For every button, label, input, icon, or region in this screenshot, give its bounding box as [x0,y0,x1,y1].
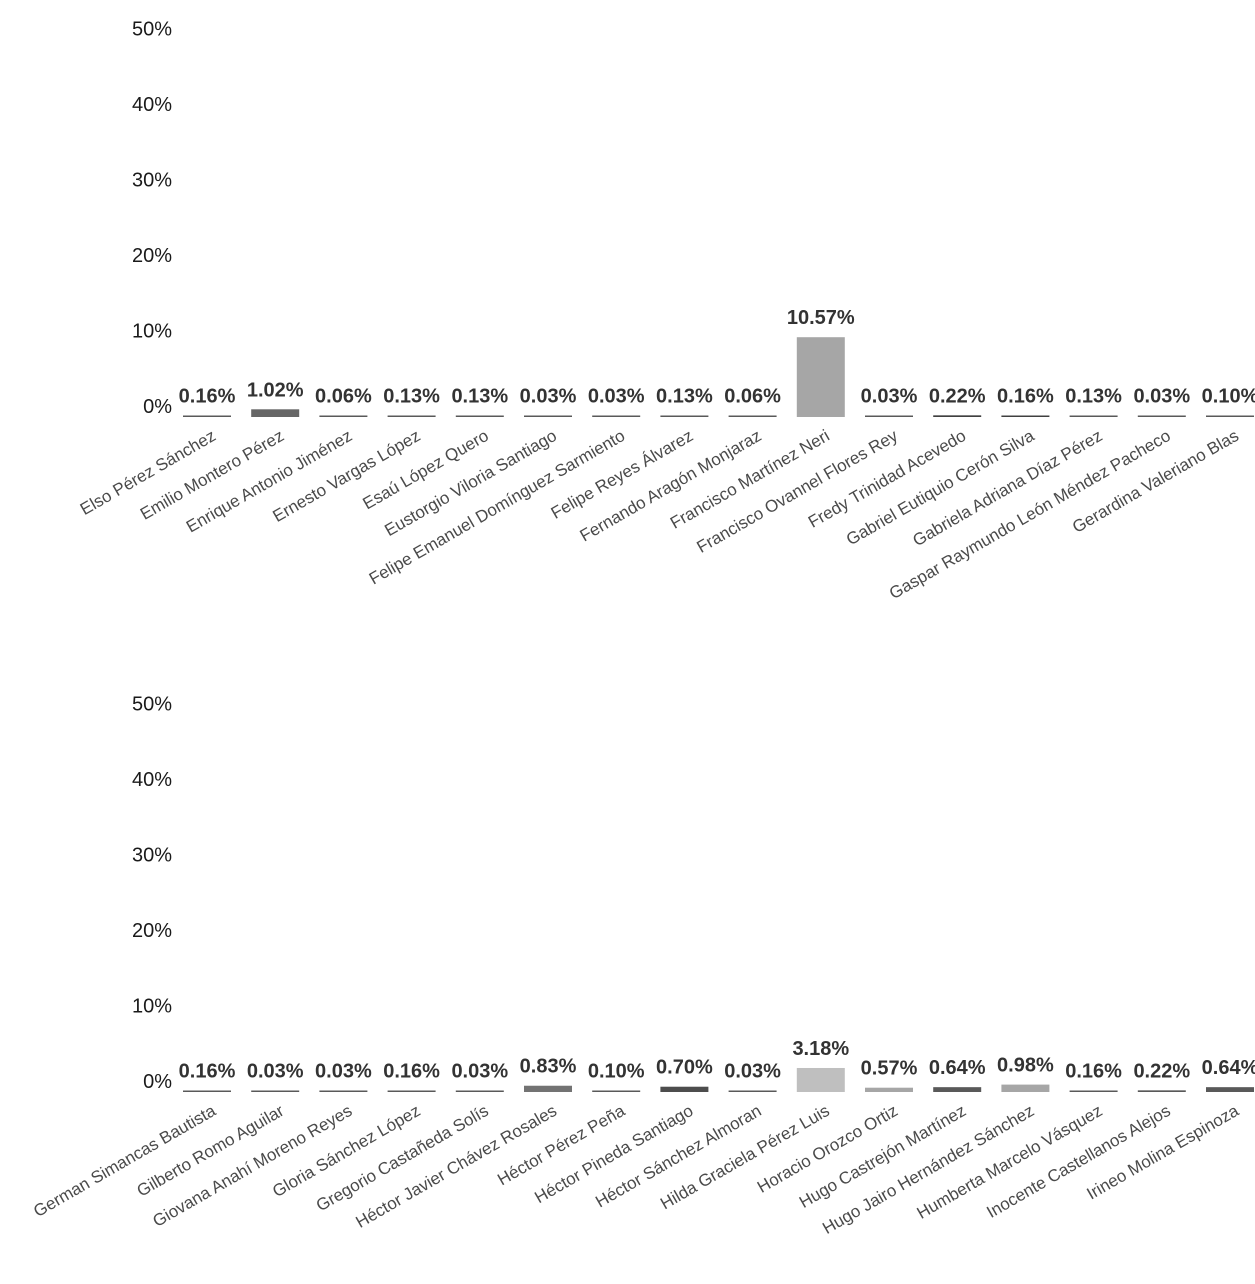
bar [1206,415,1254,417]
data-label: 0.13% [383,386,440,408]
y-tick-label: 50% [132,19,172,41]
bar [1137,1090,1186,1092]
data-label: 0.22% [1133,1060,1190,1082]
data-label: 0.16% [1065,1061,1122,1083]
y-tick-label: 10% [132,321,172,343]
data-label: 0.10% [588,1061,645,1083]
bar [387,1090,436,1092]
bar [796,337,845,417]
data-label: 0.16% [179,386,236,408]
data-label: 0.70% [656,1057,713,1079]
bar [660,1086,709,1092]
data-label: 0.13% [1065,386,1122,408]
bar [796,1067,845,1092]
data-label: 0.13% [451,386,508,408]
bar [524,1085,572,1092]
data-label: 0.03% [520,386,577,408]
y-tick-label: 20% [132,920,172,942]
data-label: 0.06% [724,386,781,408]
bar [251,1090,300,1092]
data-label: 0.03% [1133,386,1190,408]
data-label: 0.64% [929,1057,986,1079]
y-tick-label: 20% [132,245,172,267]
bar [183,415,231,417]
data-label: 0.10% [1202,386,1255,408]
bar [387,415,436,417]
data-label: 0.22% [929,385,986,407]
bar [660,415,709,417]
bar [592,1090,641,1092]
bar [1001,415,1050,417]
bar [933,415,982,417]
bar-chart-2: 0%10%20%30%40%50%0.16%German Simancas Ba… [30,694,1255,1238]
data-label: 0.98% [997,1055,1054,1077]
bar [865,1087,913,1092]
data-label: 0.16% [383,1061,440,1083]
bar [319,415,368,417]
data-label: 0.03% [315,1061,372,1083]
y-tick-label: 30% [132,170,172,192]
bar [1069,415,1118,417]
bar [251,409,300,417]
bar [933,1087,982,1092]
bar [728,415,777,417]
bar [592,415,641,417]
data-label: 0.03% [724,1061,781,1083]
bar [1137,415,1186,417]
bar [455,1090,504,1092]
data-label: 1.02% [247,379,304,401]
data-label: 0.03% [451,1061,508,1083]
y-tick-label: 0% [143,396,172,418]
bar [865,415,913,417]
data-label: 0.03% [588,386,645,408]
bar [319,1090,368,1092]
data-label: 0.13% [656,386,713,408]
data-label: 0.57% [861,1058,918,1080]
data-label: 0.64% [1202,1057,1255,1079]
y-tick-label: 40% [132,769,172,791]
y-tick-label: 50% [132,694,172,716]
bar [524,415,572,417]
y-tick-label: 40% [132,94,172,116]
data-label: 0.03% [247,1061,304,1083]
bar [1001,1084,1050,1092]
bar [183,1090,231,1092]
y-tick-label: 10% [132,996,172,1018]
bar [1069,1090,1118,1092]
data-label: 0.03% [861,386,918,408]
data-label: 0.16% [179,1061,236,1083]
data-label: 10.57% [787,307,855,329]
data-label: 0.16% [997,386,1054,408]
bar [455,415,504,417]
bar [1206,1087,1254,1092]
data-label: 0.83% [520,1056,577,1078]
y-tick-label: 30% [132,845,172,867]
data-label: 3.18% [792,1038,849,1060]
bar [728,1090,777,1092]
bar-chart-1: 0%10%20%30%40%50%0.16%Elso Pérez Sánchez… [77,19,1255,604]
data-label: 0.06% [315,386,372,408]
y-tick-label: 0% [143,1071,172,1093]
